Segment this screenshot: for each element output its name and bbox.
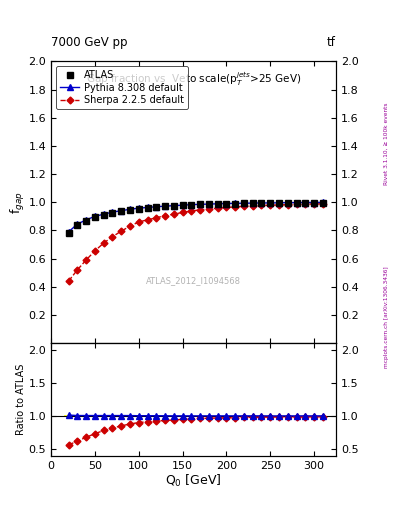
Text: mcplots.cern.ch [arXiv:1306.3436]: mcplots.cern.ch [arXiv:1306.3436]: [384, 267, 389, 368]
Bar: [99, 415, 108, 416]
Bar: [73, 415, 82, 417]
Bar: [117, 415, 126, 416]
Bar: [108, 415, 117, 416]
X-axis label: Q$_0$ [GeV]: Q$_0$ [GeV]: [165, 473, 222, 489]
Text: Rivet 3.1.10, ≥ 100k events: Rivet 3.1.10, ≥ 100k events: [384, 102, 389, 185]
Text: Gap fraction vs  Veto scale(p$_T^{jets}$>25 GeV): Gap fraction vs Veto scale(p$_T^{jets}$>…: [86, 70, 301, 88]
Y-axis label: Ratio to ATLAS: Ratio to ATLAS: [16, 364, 26, 435]
Text: tf: tf: [327, 36, 336, 49]
Y-axis label: f$_{gap}$: f$_{gap}$: [9, 191, 27, 214]
Legend: ATLAS, Pythia 8.308 default, Sherpa 2.2.5 default: ATLAS, Pythia 8.308 default, Sherpa 2.2.…: [56, 66, 188, 109]
Text: 7000 GeV pp: 7000 GeV pp: [51, 36, 128, 49]
Text: ATLAS_2012_I1094568: ATLAS_2012_I1094568: [146, 276, 241, 286]
Bar: [64, 415, 73, 417]
Bar: [82, 415, 90, 417]
Bar: [90, 415, 99, 417]
